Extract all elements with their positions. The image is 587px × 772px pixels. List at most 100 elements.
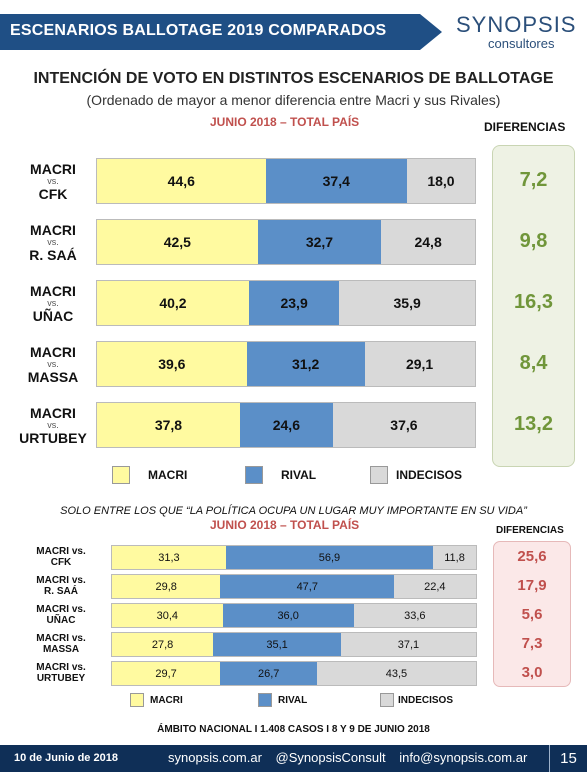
data-label-macri: 27,8 xyxy=(151,638,174,651)
bar-segment-rival: 32,7 xyxy=(257,220,382,264)
bar-segment-macri: 39,6 xyxy=(97,342,247,386)
difference-value: 3,0 xyxy=(521,664,543,681)
stacked-bar: 40,2 23,9 35,9 xyxy=(96,280,476,326)
footer-email-link[interactable]: info@synopsis.com.ar xyxy=(399,750,528,765)
bar-segment-indecisos: 37,1 xyxy=(340,633,476,656)
footer-site-link[interactable]: synopsis.com.ar xyxy=(168,750,262,765)
row-label-macri: MACRI vs. xyxy=(36,575,86,586)
row-label-rival: MASSA xyxy=(42,644,80,655)
row-label: MACRI vs. UÑAC xyxy=(24,604,98,626)
chart-title: INTENCIÓN DE VOTO EN DISTINTOS ESCENARIO… xyxy=(33,70,554,87)
bar-segment-rival: 31,2 xyxy=(246,342,365,386)
difference-value: 16,3 xyxy=(514,291,553,313)
data-label-indecisos: 29,1 xyxy=(405,356,434,372)
stacked-bar: 27,8 35,1 37,1 xyxy=(111,632,477,657)
data-label-indecisos: 18,0 xyxy=(427,173,455,189)
data-label-rival: 37,4 xyxy=(322,173,350,189)
data-label-macri: 39,6 xyxy=(158,356,186,372)
row-label-macri: MACRI vs. xyxy=(36,633,86,644)
row-label-vs: vs. xyxy=(47,298,59,308)
data-label-indecisos: 37,6 xyxy=(390,417,418,433)
data-label-macri: 42,5 xyxy=(163,234,191,250)
legend-label-macri: MACRI xyxy=(148,468,188,482)
legend-item-macri: MACRI xyxy=(112,466,187,484)
section2-title: SOLO ENTRE LOS QUE “LA POLÍTICA OCUPA UN… xyxy=(60,505,527,517)
difference-value: 17,9 xyxy=(517,577,547,594)
stacked-bar: 29,8 47,7 22,4 xyxy=(111,574,477,599)
data-label-rival: 26,7 xyxy=(257,667,280,680)
bar-segment-rival: 23,9 xyxy=(248,281,340,325)
legend-label-indecisos: INDECISOS xyxy=(396,468,463,482)
row-label-macri: MACRI vs. xyxy=(36,662,86,673)
stacked-bar: 44,6 37,4 18,0 xyxy=(96,158,476,204)
bar-segment-rival: 35,1 xyxy=(213,633,341,656)
synopsis-logo: SYNOPSIS consultores xyxy=(456,12,577,52)
footer-date: 10 de Junio de 2018 xyxy=(14,752,118,764)
difference-value: 25,6 xyxy=(517,548,547,565)
legend2-swatch-indecisos xyxy=(380,693,394,707)
period-label-2: JUNIO 2018 – TOTAL PAÍS xyxy=(210,518,360,532)
stacked-bar: 29,7 26,7 43,5 xyxy=(111,661,477,686)
row-label-macri: MACRI xyxy=(30,283,76,299)
data-label-rival: 35,1 xyxy=(266,638,288,651)
differences-panel xyxy=(492,145,575,467)
row-label-vs: vs. xyxy=(47,237,59,247)
logo-name: SYNOPSIS xyxy=(456,12,577,37)
row-label-macri: MACRI xyxy=(30,344,76,360)
data-label-rival: 23,9 xyxy=(280,295,308,311)
legend-item-rival: RIVAL xyxy=(245,466,316,484)
stacked-bar: 39,6 31,2 29,1 xyxy=(96,341,476,387)
data-label-macri: 30,4 xyxy=(156,609,179,622)
row-label-rival: UÑAC xyxy=(46,615,76,626)
differences-header: DIFERENCIAS xyxy=(484,120,566,134)
bar-segment-indecisos: 22,4 xyxy=(394,575,476,598)
page-number: 15 xyxy=(549,745,587,772)
row-label-rival: R. SAÁ xyxy=(44,586,78,597)
row-label: MACRI vs. UÑAC xyxy=(14,284,92,323)
row-label-rival: UÑAC xyxy=(32,308,74,324)
bar-segment-indecisos: 18,0 xyxy=(406,159,475,203)
row-label-macri: MACRI vs. xyxy=(36,546,86,557)
bar-segment-indecisos: 29,1 xyxy=(364,342,475,386)
bar-segment-indecisos: 24,8 xyxy=(381,220,475,264)
legend-label-rival: RIVAL xyxy=(281,468,317,482)
legend-swatch-rival xyxy=(245,466,263,484)
header-banner: ESCENARIOS BALLOTAGE 2019 COMPARADOS xyxy=(0,14,442,50)
row-label-macri: MACRI xyxy=(30,161,76,177)
row-label-rival: MASSA xyxy=(27,369,79,385)
row-label: MACRI vs. MASSA xyxy=(24,633,98,655)
row-label: MACRI vs. URTUBEY xyxy=(14,406,92,445)
bar-segment-macri: 29,7 xyxy=(112,662,221,685)
bar-segment-indecisos: 37,6 xyxy=(332,403,475,447)
row-label-macri: MACRI xyxy=(30,222,76,238)
legend-swatch-macri xyxy=(112,466,130,484)
legend2-label-rival: RIVAL xyxy=(278,694,308,706)
header-title: ESCENARIOS BALLOTAGE 2019 COMPARADOS xyxy=(10,22,387,39)
data-label-macri: 37,8 xyxy=(154,417,183,433)
footer-links: synopsis.com.ar @SynopsisConsult info@sy… xyxy=(168,750,537,765)
footer-twitter-link[interactable]: @SynopsisConsult xyxy=(275,750,386,765)
bar-segment-macri: 40,2 xyxy=(97,281,249,325)
bar-segment-macri: 44,6 xyxy=(97,159,266,203)
legend2-swatch-rival xyxy=(258,693,272,707)
bar-segment-indecisos: 35,9 xyxy=(339,281,475,325)
bar-segment-macri: 42,5 xyxy=(97,220,258,264)
bar-segment-macri: 37,8 xyxy=(97,403,240,447)
bar-segment-macri: 31,3 xyxy=(112,546,226,569)
bar-segment-indecisos: 11,8 xyxy=(433,546,476,569)
bar-segment-rival: 24,6 xyxy=(239,403,333,447)
bar-segment-rival: 36,0 xyxy=(222,604,354,627)
row-label-rival: URTUBEY xyxy=(36,673,86,684)
difference-value: 7,3 xyxy=(521,635,543,652)
difference-value: 9,8 xyxy=(519,230,548,252)
data-label-rival: 36,0 xyxy=(277,609,299,622)
difference-value: 5,6 xyxy=(521,606,543,623)
data-label-indecisos: 37,1 xyxy=(397,638,420,651)
data-label-rival: 31,2 xyxy=(292,356,320,372)
data-label-indecisos: 33,6 xyxy=(404,609,426,622)
difference-value: 7,2 xyxy=(519,169,548,191)
data-label-rival: 32,7 xyxy=(305,234,334,250)
legend-swatch-indecisos xyxy=(370,466,388,484)
row-label: MACRI vs. R. SAÁ xyxy=(14,223,92,262)
data-label-indecisos: 35,9 xyxy=(393,295,421,311)
